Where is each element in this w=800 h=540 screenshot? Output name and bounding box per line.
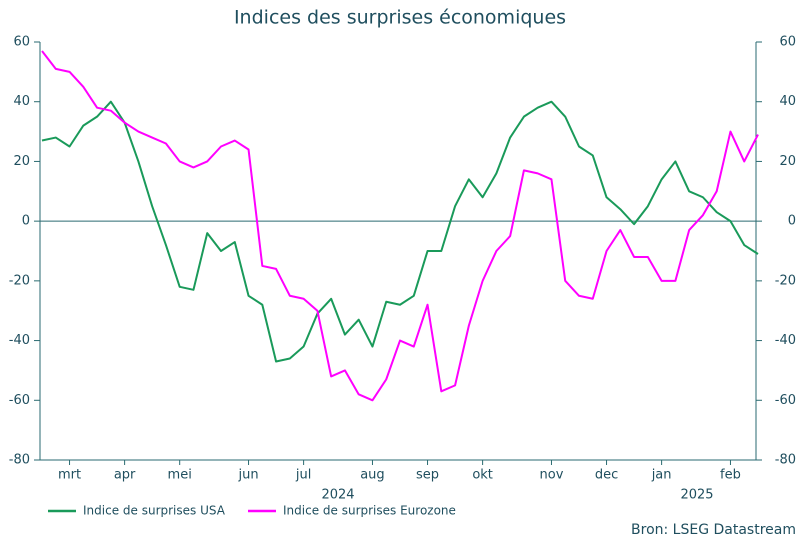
- y2-tick-label: -80: [775, 453, 796, 468]
- y-tick-label: 0: [22, 214, 30, 229]
- y2-tick-label: -20: [775, 273, 796, 288]
- y2-tick-label: 40: [779, 94, 796, 109]
- y2-tick-label: -40: [775, 333, 796, 348]
- year-label: 2025: [680, 488, 713, 503]
- y2-tick-label: 0: [788, 214, 796, 229]
- y2-tick-label: 20: [779, 154, 796, 169]
- x-tick-label: apr: [114, 468, 136, 483]
- x-tick-label: jul: [295, 468, 311, 483]
- x-tick-label: jan: [651, 468, 672, 483]
- y-tick-label: -20: [9, 273, 30, 288]
- y-tick-label: -60: [9, 393, 30, 408]
- y-tick-label: -80: [9, 453, 30, 468]
- source: Bron: LSEG Datastream: [631, 522, 796, 538]
- x-tick-label: aug: [360, 468, 384, 483]
- x-tick-label: okt: [472, 468, 493, 483]
- y-tick-label: 20: [13, 154, 30, 169]
- legend-label: Indice de surprises Eurozone: [283, 504, 456, 518]
- x-tick-label: mrt: [58, 468, 81, 483]
- y-tick-label: -40: [9, 333, 30, 348]
- year-label: 2024: [321, 488, 354, 503]
- x-tick-label: sep: [416, 468, 439, 483]
- x-tick-label: jun: [237, 468, 258, 483]
- chart-title: Indices des surprises économiques: [234, 7, 566, 29]
- x-tick-label: dec: [595, 468, 618, 483]
- y2-tick-label: 60: [779, 35, 796, 50]
- series-line: [41, 50, 759, 402]
- legend-label: Indice de surprises USA: [83, 504, 226, 518]
- x-tick-label: nov: [540, 468, 564, 483]
- y2-tick-label: -60: [775, 393, 796, 408]
- y-tick-label: 60: [13, 35, 30, 50]
- series-line: [41, 100, 759, 363]
- y-tick-label: 40: [13, 94, 30, 109]
- x-tick-label: feb: [720, 468, 741, 483]
- x-tick-label: mei: [168, 468, 192, 483]
